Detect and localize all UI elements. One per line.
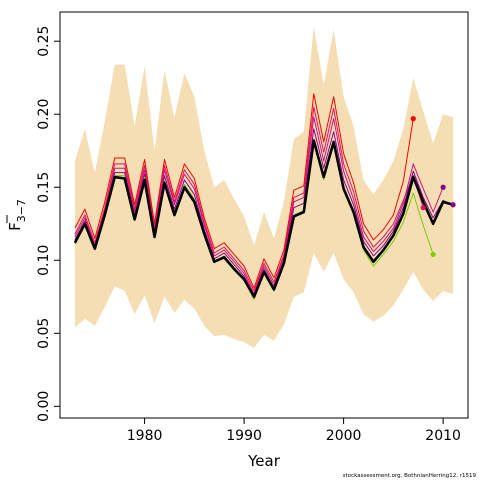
y-axis-title-main: F xyxy=(6,222,24,231)
confidence-band xyxy=(74,26,454,348)
series-line-retro-2 xyxy=(74,116,444,295)
svg-text:F3−7: F3−7 xyxy=(6,199,28,231)
x-axis: 1980 1990 2000 2010 xyxy=(127,418,461,444)
credit-note: stockassessment.org, BothnianHerring12, … xyxy=(343,473,477,479)
y-tick-label-5: 0.25 xyxy=(36,26,52,57)
series-line-final xyxy=(73,139,454,299)
y-tick-label-1: 0.05 xyxy=(36,318,52,349)
x-axis-title: Year xyxy=(247,452,281,470)
series-line-retro-0 xyxy=(74,93,414,289)
terminal-point-3 xyxy=(440,184,446,190)
series-line-retro-1 xyxy=(74,106,424,292)
y-tick-label-4: 0.20 xyxy=(36,99,52,130)
y-axis-title-subscript: 3−7 xyxy=(15,199,28,222)
y-tick-label-3: 0.15 xyxy=(36,172,52,203)
x-tick-label-1: 1990 xyxy=(226,428,262,444)
x-tick-label-0: 1980 xyxy=(127,428,163,444)
y-axis-title: F3−7 xyxy=(6,199,28,231)
terminal-point-2 xyxy=(430,251,436,258)
y-tick-label-0: 0.00 xyxy=(36,391,52,422)
x-tick-label-3: 2010 xyxy=(425,428,461,444)
y-axis: 0.00 0.05 0.10 0.15 0.20 0.25 xyxy=(36,26,60,422)
terminal-points-layer xyxy=(410,116,456,258)
confidence-band-layer xyxy=(74,26,454,348)
x-tick-label-2: 2000 xyxy=(326,428,362,444)
terminal-point-0 xyxy=(410,116,416,122)
series-layer xyxy=(73,93,454,301)
y-tick-label-2: 0.10 xyxy=(36,245,52,276)
terminal-point-4 xyxy=(450,202,456,208)
plot-frame xyxy=(59,11,469,419)
terminal-point-1 xyxy=(420,205,426,211)
